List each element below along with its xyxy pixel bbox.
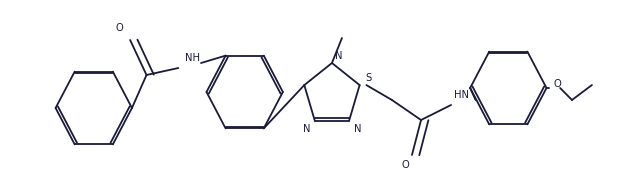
Text: N: N bbox=[354, 124, 361, 134]
Text: O: O bbox=[554, 79, 561, 89]
Text: N: N bbox=[303, 124, 310, 134]
Text: N: N bbox=[335, 51, 342, 61]
Text: O: O bbox=[115, 23, 123, 33]
Text: S: S bbox=[365, 73, 371, 83]
Text: HN: HN bbox=[454, 90, 468, 100]
Text: NH: NH bbox=[184, 53, 200, 63]
Text: O: O bbox=[402, 160, 409, 170]
